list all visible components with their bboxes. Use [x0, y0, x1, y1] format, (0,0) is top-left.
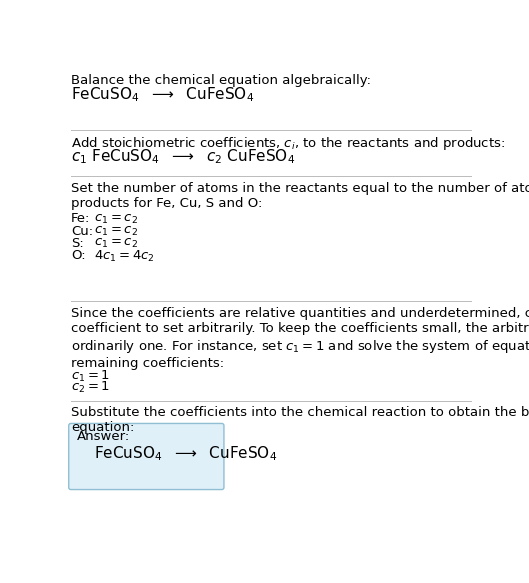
Text: $c_2 = 1$: $c_2 = 1$: [71, 380, 110, 395]
Text: Add stoichiometric coefficients, $c_i$, to the reactants and products:: Add stoichiometric coefficients, $c_i$, …: [71, 135, 505, 152]
Text: Cu:: Cu:: [71, 224, 93, 238]
Text: Set the number of atoms in the reactants equal to the number of atoms in the
pro: Set the number of atoms in the reactants…: [71, 182, 529, 210]
FancyBboxPatch shape: [69, 423, 224, 490]
Text: S:: S:: [71, 237, 84, 250]
Text: Fe:: Fe:: [71, 212, 90, 226]
Text: $c_1 = c_2$: $c_1 = c_2$: [94, 224, 138, 238]
Text: Since the coefficients are relative quantities and underdetermined, choose a
coe: Since the coefficients are relative quan…: [71, 307, 529, 370]
Text: $4 c_1 = 4 c_2$: $4 c_1 = 4 c_2$: [94, 250, 155, 265]
Text: FeCuSO$_4$  $\longrightarrow$  CuFeSO$_4$: FeCuSO$_4$ $\longrightarrow$ CuFeSO$_4$: [71, 85, 254, 104]
Text: Balance the chemical equation algebraically:: Balance the chemical equation algebraica…: [71, 74, 371, 87]
Text: $c_1$ FeCuSO$_4$  $\longrightarrow$  $c_2$ CuFeSO$_4$: $c_1$ FeCuSO$_4$ $\longrightarrow$ $c_2$…: [71, 147, 295, 166]
Text: $c_1 = 1$: $c_1 = 1$: [71, 368, 110, 384]
Text: FeCuSO$_4$  $\longrightarrow$  CuFeSO$_4$: FeCuSO$_4$ $\longrightarrow$ CuFeSO$_4$: [94, 444, 277, 463]
Text: O:: O:: [71, 250, 85, 262]
Text: $c_1 = c_2$: $c_1 = c_2$: [94, 212, 138, 226]
Text: $c_1 = c_2$: $c_1 = c_2$: [94, 237, 138, 250]
Text: Substitute the coefficients into the chemical reaction to obtain the balanced
eq: Substitute the coefficients into the che…: [71, 406, 529, 434]
Text: Answer:: Answer:: [77, 430, 130, 443]
